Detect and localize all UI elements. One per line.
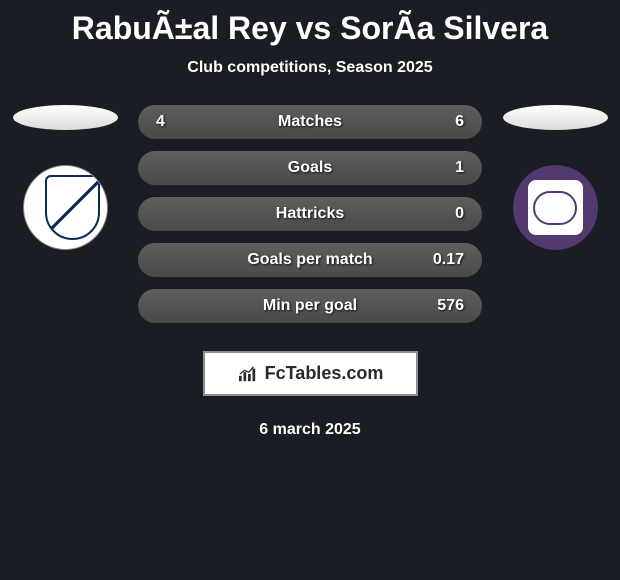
stat-label: Goals per match bbox=[247, 251, 372, 269]
stat-row-hattricks: Hattricks 0 bbox=[138, 197, 482, 231]
stats-column: 4 Matches 6 Goals 1 Hattricks 0 Goals pe… bbox=[138, 105, 482, 323]
logo-text: FcTables.com bbox=[265, 363, 384, 384]
stat-row-matches: 4 Matches 6 bbox=[138, 105, 482, 139]
stat-label: Hattricks bbox=[276, 205, 344, 223]
stat-right-value: 0.17 bbox=[424, 251, 464, 269]
stat-row-goals: Goals 1 bbox=[138, 151, 482, 185]
stat-right-value: 1 bbox=[424, 159, 464, 177]
player-right-col bbox=[500, 105, 610, 250]
player-right-placeholder bbox=[503, 105, 608, 130]
stat-right-value: 576 bbox=[424, 297, 464, 315]
club-shield-right bbox=[528, 180, 583, 235]
stat-label: Goals bbox=[288, 159, 332, 177]
stat-left-value: 4 bbox=[156, 113, 196, 131]
player-left-col bbox=[10, 105, 120, 250]
stat-row-goals-per-match: Goals per match 0.17 bbox=[138, 243, 482, 277]
club-badge-left bbox=[23, 165, 108, 250]
club-badge-right bbox=[513, 165, 598, 250]
stat-label: Matches bbox=[278, 113, 342, 131]
subtitle: Club competitions, Season 2025 bbox=[0, 59, 620, 77]
stat-right-value: 0 bbox=[424, 205, 464, 223]
content-row: 4 Matches 6 Goals 1 Hattricks 0 Goals pe… bbox=[0, 105, 620, 323]
comparison-card: RabuÃ±al Rey vs SorÃ­a Silvera Club comp… bbox=[0, 0, 620, 439]
chart-icon bbox=[237, 365, 259, 383]
date-text: 6 march 2025 bbox=[0, 421, 620, 439]
stat-label: Min per goal bbox=[263, 297, 357, 315]
page-title: RabuÃ±al Rey vs SorÃ­a Silvera bbox=[0, 10, 620, 47]
stat-right-value: 6 bbox=[424, 113, 464, 131]
stat-row-min-per-goal: Min per goal 576 bbox=[138, 289, 482, 323]
player-left-placeholder bbox=[13, 105, 118, 130]
club-shield-left bbox=[45, 175, 100, 240]
fctables-logo: FcTables.com bbox=[203, 351, 418, 396]
